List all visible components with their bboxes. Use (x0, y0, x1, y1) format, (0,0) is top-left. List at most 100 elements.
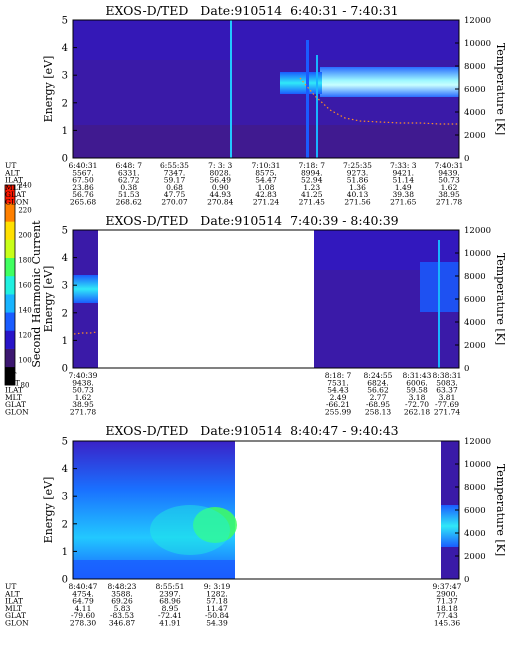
panel-2-spectrogram (73, 230, 459, 368)
table-cell: -50.84 (205, 611, 229, 620)
panel-1-axes: 0 1 2 3 4 5 0 2000 4000 6000 8000 10000 12000 (62, 16, 491, 165)
y-tick-label: 2 (62, 519, 68, 530)
colorbar-swatch (5, 221, 15, 240)
table-cell: 262.18 (404, 408, 430, 417)
table-cell: 8:40:47 (69, 582, 98, 591)
y2-tick-label: 0 (464, 575, 469, 585)
panel-1-ylabel: Energy [eV] (42, 56, 55, 123)
y2-tick-label: 0 (464, 154, 469, 164)
table-cell: 57.18 (206, 597, 228, 606)
colorbar-tick-label: 140 (18, 307, 31, 315)
colorbar-swatch (5, 239, 15, 259)
table-row-label: ALT (4, 168, 20, 177)
table-cell: 1.23 (303, 183, 320, 192)
colorbar-swatch (5, 203, 15, 222)
panel-3-axes: 0 1 2 3 4 5 0 2000 4000 6000 8000 10000 12000 (62, 437, 491, 586)
table-cell: 271.45 (299, 198, 325, 207)
table-cell: 9: 3:19 (204, 582, 231, 591)
table-cell: -72.70 (405, 400, 429, 409)
colorbar-swatch (5, 312, 15, 331)
table-cell: 271.74 (434, 408, 460, 417)
table-cell: 54.47 (255, 176, 277, 185)
table-cell: 6331. (118, 168, 139, 177)
table-cell: 50.73 (72, 386, 94, 395)
colorbar-tick-label: 240 (18, 182, 31, 190)
colorbar-swatch (5, 366, 15, 386)
table-cell: 8575. (255, 168, 276, 177)
table-cell: 5567. (72, 168, 93, 177)
y2-tick-label: 12000 (464, 16, 491, 26)
y2-tick-label: 6000 (464, 506, 486, 516)
table-cell: 40.13 (347, 190, 369, 199)
colorbar-strip (4, 184, 16, 386)
table-cell: 1.08 (258, 183, 275, 192)
y2-tick-label: 12000 (464, 226, 491, 236)
table-cell: 9273. (347, 168, 368, 177)
y2-tick-label: 2000 (464, 341, 486, 351)
table-cell: 67.50 (72, 176, 94, 185)
table-cell: -68.95 (366, 400, 390, 409)
panel-3-y2label: Temperature [K] (494, 464, 505, 556)
table-cell: 1282. (206, 589, 227, 598)
table-cell: 11.47 (206, 604, 228, 613)
table-cell: 270.84 (207, 198, 233, 207)
colorbar-swatch (5, 294, 15, 313)
table-cell: 2.77 (370, 393, 387, 402)
panel-1-upper-noise (73, 20, 459, 60)
table-cell: 41.91 (159, 619, 180, 628)
table-cell: 69.26 (111, 597, 133, 606)
table-row-label: GLON (5, 198, 29, 207)
colorbar-ticks: 240 220 200 180 160 140 120 100 80 (18, 182, 31, 390)
table-cell: 7531. (327, 378, 348, 387)
table-cell: 54.43 (327, 386, 349, 395)
table-row-label: GLON (5, 619, 29, 628)
panel-3-bright-region (193, 507, 237, 543)
table-row-label: ILAT (5, 386, 23, 395)
y-tick-label: 4 (62, 43, 68, 54)
table-cell: 3588. (111, 589, 132, 598)
colorbar-frame (4, 184, 16, 386)
table-cell: 38.95 (72, 400, 94, 409)
panel-3: EXOS-D/TED Date:910514 8:40:47 - 9:40:43… (4, 423, 505, 628)
table-cell: 5.83 (114, 604, 131, 613)
y2-tick-label: 2000 (464, 552, 486, 562)
y2-tick-label: 8000 (464, 62, 486, 72)
table-cell: 271.65 (390, 198, 416, 207)
colorbar-swatch (5, 330, 15, 349)
table-cell: 44.93 (210, 190, 232, 199)
colorbar-tick-label: 220 (18, 207, 31, 215)
table-cell: 8:24:55 (364, 371, 393, 380)
table-cell: 255.99 (325, 408, 351, 417)
panel-3-right-band (441, 505, 459, 547)
table-cell: 9:37:47 (433, 582, 462, 591)
table-cell: 42.83 (255, 190, 277, 199)
y-tick-label: 1 (62, 336, 68, 347)
panel-2-axes: 0 1 2 3 4 5 0 2000 4000 6000 8000 10000 12000 (62, 226, 491, 375)
table-cell: 8028. (210, 168, 231, 177)
y2-tick-label: 6000 (464, 295, 486, 305)
table-cell: 0.38 (120, 183, 137, 192)
table-cell: -83.53 (110, 611, 134, 620)
table-cell: 278.30 (70, 619, 96, 628)
table-cell: 3.18 (409, 393, 426, 402)
y-tick-label: 0 (62, 154, 68, 165)
table-cell: 7:25:35 (343, 161, 372, 170)
table-cell: 2.49 (330, 393, 347, 402)
colorbar-swatch (5, 348, 15, 368)
table-row-label: ALT (4, 589, 20, 598)
table-cell: 6:48: 7 (115, 161, 142, 170)
table-cell: 0.68 (166, 183, 183, 192)
table-row-label: UT (5, 371, 16, 380)
colorbar-tick-label: 120 (18, 332, 31, 340)
table-cell: 8994. (301, 168, 322, 177)
table-cell: 271.78 (70, 408, 96, 417)
table-cell: 5083. (436, 378, 457, 387)
table-cell: 50.73 (438, 176, 460, 185)
y-tick-label: 0 (62, 575, 68, 586)
table-cell: 268.62 (116, 198, 142, 207)
table-cell: 56.62 (367, 386, 389, 395)
table-cell: 8.95 (162, 604, 179, 613)
y-tick-label: 3 (62, 71, 68, 82)
panel-1-spike-2 (306, 40, 309, 158)
